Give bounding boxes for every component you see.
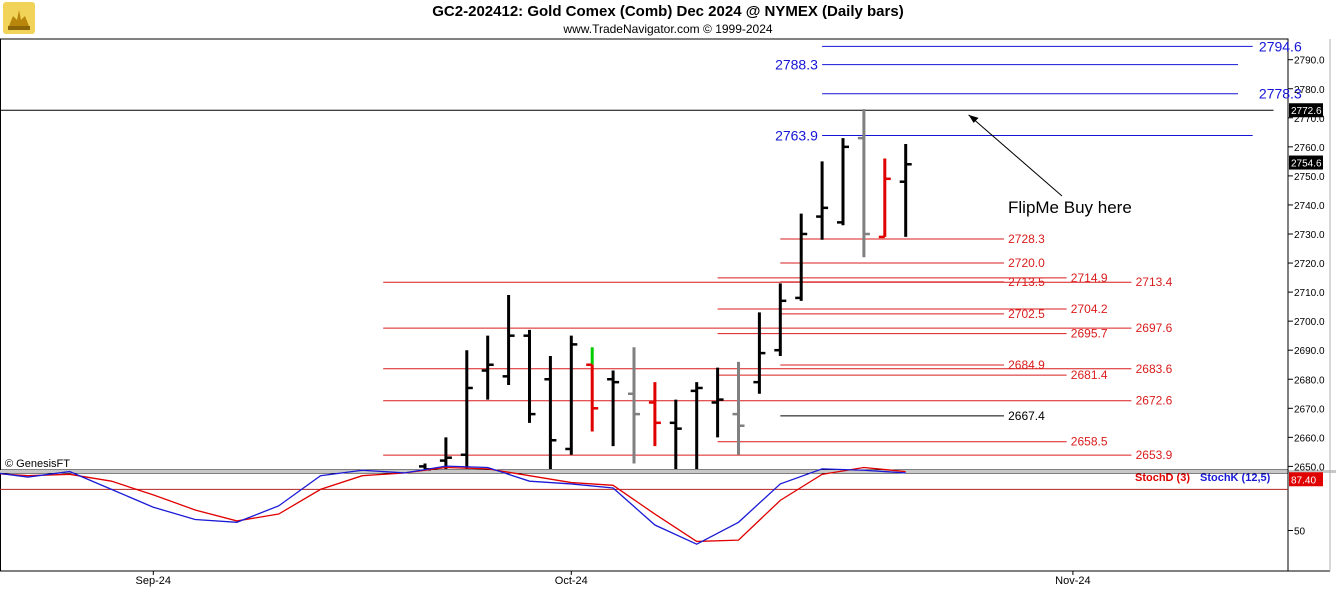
y-tick-label: 2780.0 — [1294, 85, 1325, 96]
y-tick-label: 2650.0 — [1294, 462, 1325, 473]
price-panel — [0, 38, 1289, 471]
stoch-badge-bg — [1289, 472, 1323, 487]
stoch-series-line — [0, 466, 906, 543]
level-label: 2778.3 — [1259, 86, 1302, 102]
ohlc-bar — [648, 382, 661, 447]
ohlc-bar — [481, 335, 494, 400]
y-tick-label: 2670.0 — [1294, 404, 1325, 415]
y-tick-label: 2770.0 — [1294, 114, 1325, 125]
level-label: 2702.5 — [1008, 307, 1045, 321]
ohlc-bar — [711, 367, 724, 438]
ohlc-bar — [732, 361, 745, 455]
x-tick-label: Oct-24 — [555, 575, 588, 587]
level-label: 2728.3 — [1008, 232, 1045, 246]
price-badge: 2754.6 — [1291, 159, 1322, 170]
y-tick-label: 2700.0 — [1294, 317, 1325, 328]
level-label: 2697.6 — [1136, 321, 1173, 335]
chart-subtitle: www.TradeNavigator.com © 1999-2024 — [563, 22, 773, 36]
x-tick-label: Nov-24 — [1055, 575, 1090, 587]
level-label: 2667.4 — [1008, 409, 1045, 423]
stoch-y-tick-label: 50 — [1294, 527, 1306, 538]
ohlc-bar — [669, 399, 682, 469]
stochd-legend: StochD (3) — [1135, 472, 1190, 484]
annotation-arrow — [968, 114, 1063, 197]
stoch-last-value: 87.40 — [1291, 475, 1316, 486]
gold-bull-logo-icon — [3, 2, 35, 34]
y-tick-label: 2760.0 — [1294, 143, 1325, 154]
ohlc-bar — [460, 350, 473, 469]
price-badge-bg — [1289, 155, 1323, 170]
y-tick-label: 2730.0 — [1294, 230, 1325, 241]
level-label: 2653.9 — [1136, 448, 1173, 462]
stochk-legend: StochK (12,5) — [1200, 472, 1271, 484]
stoch-series-line — [0, 465, 906, 545]
price-badge-bg — [1289, 103, 1323, 118]
ohlc-bar — [899, 143, 912, 237]
y-tick-label: 2690.0 — [1294, 346, 1325, 357]
y-tick-label: 2790.0 — [1294, 56, 1325, 67]
y-tick-label: 2680.0 — [1294, 375, 1325, 386]
annotation-arrowhead — [968, 114, 979, 123]
ohlc-bar — [523, 329, 536, 423]
level-label: 2672.6 — [1136, 394, 1173, 408]
ohlc-bar — [607, 370, 620, 447]
level-label: 2794.6 — [1259, 38, 1302, 54]
ohlc-bar — [502, 295, 515, 386]
x-tick-label: Sep-24 — [136, 575, 171, 587]
ohlc-bar — [857, 109, 870, 258]
level-label: 2714.9 — [1071, 271, 1108, 285]
level-label: 2684.9 — [1008, 358, 1045, 372]
flipme-annotation: FlipMe Buy here — [1008, 198, 1132, 217]
y-tick-label: 2720.0 — [1294, 259, 1325, 270]
ohlc-bar — [439, 437, 452, 469]
ohlc-bar — [837, 138, 849, 226]
data-credit: © GenesisFT — [5, 458, 70, 470]
level-label: 2713.4 — [1136, 275, 1173, 289]
level-label: 2720.0 — [1008, 256, 1045, 270]
ohlc-bar — [586, 347, 599, 432]
ohlc-bar — [795, 213, 808, 301]
ohlc-bar — [544, 356, 557, 469]
chart-title: GC2-202412: Gold Comex (Comb) Dec 2024 @… — [432, 3, 904, 20]
ohlc-bar — [774, 283, 787, 357]
ohlc-bar — [628, 347, 640, 464]
level-label: 2763.9 — [775, 128, 818, 144]
level-label: 2658.5 — [1071, 435, 1108, 449]
ohlc-bar — [878, 158, 891, 239]
stoch-panel — [0, 472, 1289, 572]
price-badge: 2772.6 — [1291, 106, 1322, 117]
ohlc-bar — [816, 161, 829, 240]
level-label: 2695.7 — [1071, 327, 1108, 341]
level-label: 2681.4 — [1071, 368, 1108, 382]
y-tick-label: 2660.0 — [1294, 433, 1325, 444]
y-tick-label: 2750.0 — [1294, 172, 1325, 183]
y-tick-label: 2710.0 — [1294, 288, 1325, 299]
level-label: 2704.2 — [1071, 302, 1108, 316]
ohlc-bar — [690, 382, 703, 469]
y-tick-label: 2740.0 — [1294, 201, 1325, 212]
level-label: 2683.6 — [1136, 362, 1173, 376]
ohlc-bar — [565, 335, 578, 455]
ohlc-bar — [753, 312, 766, 394]
level-label: 2788.3 — [775, 57, 818, 73]
